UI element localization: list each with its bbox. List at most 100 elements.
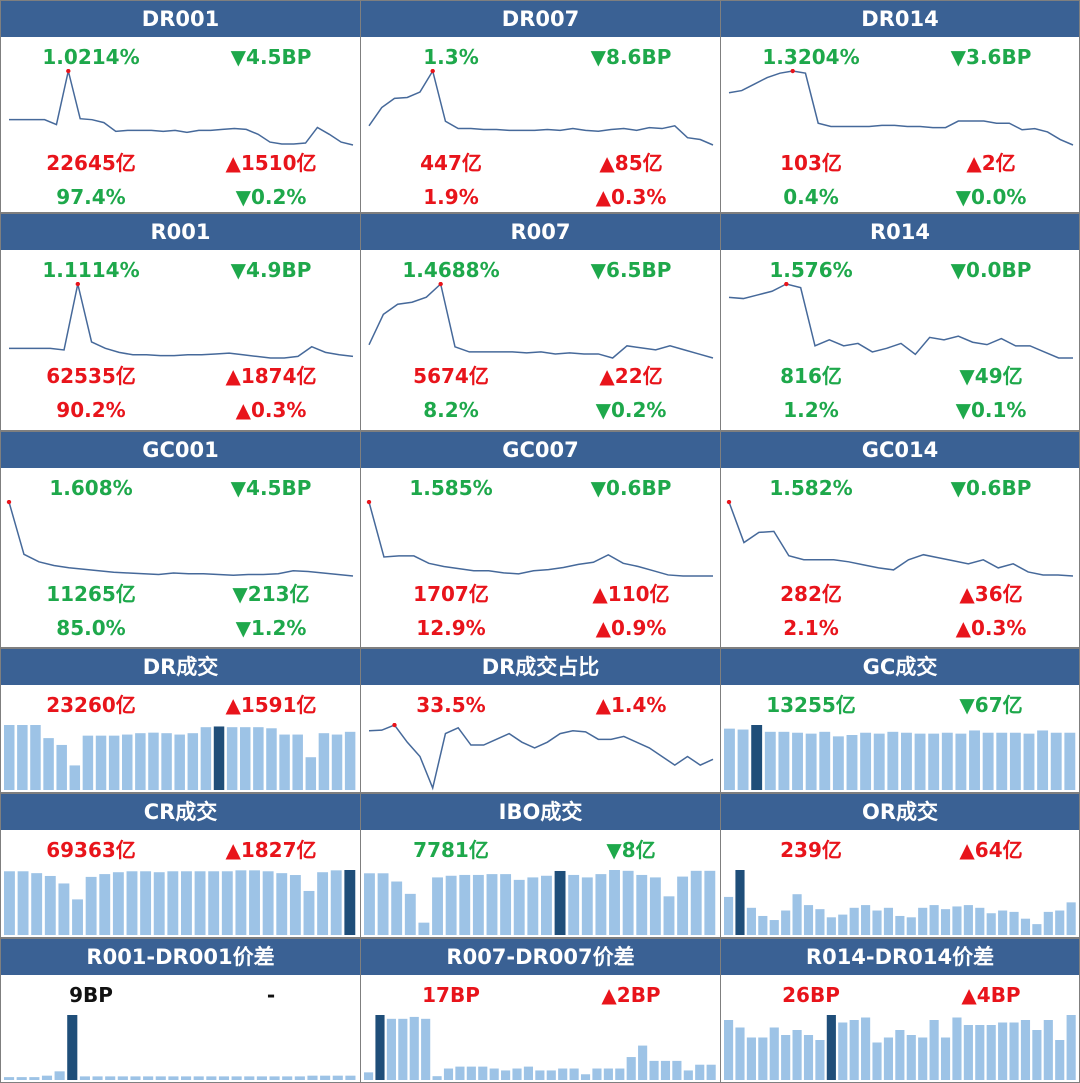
bar xyxy=(592,1068,602,1080)
stat-text: 1.3204% xyxy=(762,45,860,69)
bar xyxy=(305,757,317,790)
chart xyxy=(368,282,714,359)
stat-text: ▲85亿 xyxy=(599,151,663,175)
bar xyxy=(181,871,192,935)
stat-text: 69363亿 xyxy=(46,838,136,862)
bar xyxy=(792,732,803,790)
bar xyxy=(43,738,54,790)
chart xyxy=(368,723,714,791)
bar xyxy=(704,870,716,935)
bar xyxy=(318,733,330,790)
sparkline xyxy=(368,501,713,577)
stat-text: ▼4.5BP xyxy=(230,45,312,69)
bar xyxy=(1055,1040,1065,1080)
bar xyxy=(929,905,939,935)
stat-text: 1.9% xyxy=(423,185,479,209)
chart xyxy=(728,69,1074,146)
bar xyxy=(735,1027,745,1080)
stat-text: ▲1591亿 xyxy=(225,693,317,717)
bar xyxy=(135,733,146,790)
bar xyxy=(58,883,70,935)
bar xyxy=(4,1077,15,1080)
bar xyxy=(187,733,199,790)
bar xyxy=(17,871,29,935)
chart xyxy=(368,69,714,146)
stat-text: 11265亿 xyxy=(46,582,136,606)
panel-title: R007 xyxy=(361,214,720,250)
bar xyxy=(140,871,152,935)
bar xyxy=(781,910,791,935)
bar xyxy=(122,734,133,790)
bar xyxy=(906,1035,916,1080)
bar xyxy=(54,1071,65,1080)
bar xyxy=(282,1076,293,1080)
stat-text: 816亿 xyxy=(780,364,842,388)
bar xyxy=(872,910,882,935)
stat-text: 447亿 xyxy=(420,151,482,175)
bar xyxy=(805,733,817,790)
bar xyxy=(746,1037,756,1080)
stat-text: ▼4.5BP xyxy=(230,476,312,500)
bar xyxy=(432,877,443,935)
bar xyxy=(940,909,951,935)
bar xyxy=(941,732,953,790)
bar xyxy=(918,907,928,935)
stat-text: ▲110亿 xyxy=(592,582,670,606)
bar xyxy=(849,907,859,935)
bar xyxy=(240,727,251,790)
bar xyxy=(262,871,274,935)
bar xyxy=(153,872,165,935)
bar xyxy=(148,732,159,790)
bar xyxy=(226,727,238,790)
stat-text: 22645亿 xyxy=(46,151,136,175)
bar xyxy=(737,729,749,790)
stat-text: 5674亿 xyxy=(413,364,489,388)
bar xyxy=(386,1018,396,1080)
bar xyxy=(803,905,814,935)
bar xyxy=(546,1070,556,1080)
bar xyxy=(79,1076,90,1080)
bar xyxy=(143,1076,154,1080)
bar xyxy=(500,874,512,935)
bar xyxy=(1009,911,1019,935)
bar xyxy=(486,874,498,935)
bar xyxy=(266,728,277,790)
bar xyxy=(1020,918,1031,935)
panel-title: DR007 xyxy=(361,1,720,37)
stat-text: ▼8.6BP xyxy=(590,45,672,69)
bar xyxy=(331,734,343,790)
panel: R007-DR007价差 17BP ▲2BP xyxy=(360,938,721,1083)
bar xyxy=(527,877,539,935)
stat-text: ▲22亿 xyxy=(599,364,663,388)
bar xyxy=(1009,1022,1019,1080)
bar xyxy=(455,1066,465,1080)
stat-text: 1.576% xyxy=(769,258,853,282)
stat-text: ▲2BP xyxy=(601,983,661,1007)
highlight-dot xyxy=(6,500,12,505)
panel-title: GC014 xyxy=(721,432,1079,468)
panel-title: R014-DR014价差 xyxy=(721,939,1079,975)
bar xyxy=(17,725,28,790)
stat-text: ▼0.2% xyxy=(235,185,307,209)
bar xyxy=(1066,1015,1076,1080)
bar xyxy=(126,871,138,935)
bar xyxy=(459,874,471,935)
panel-title: DR成交占比 xyxy=(361,649,720,685)
bar xyxy=(523,1066,534,1080)
bar xyxy=(398,1018,408,1080)
bar xyxy=(181,1076,192,1080)
panel-title: R007-DR007价差 xyxy=(361,939,720,975)
bar xyxy=(963,1025,973,1080)
bar xyxy=(883,1037,894,1080)
stat-text: 239亿 xyxy=(780,838,842,862)
panel: R014 1.576% ▼0.0BP 816亿 ▼49亿 1.2% ▼0.1% xyxy=(720,213,1080,431)
bar xyxy=(998,910,1008,935)
highlight-dot xyxy=(75,282,80,287)
bar xyxy=(746,907,756,935)
bar xyxy=(918,1037,928,1080)
stat-text: ▲1874亿 xyxy=(225,364,317,388)
stat-text: 1.608% xyxy=(49,476,133,500)
bar xyxy=(4,871,15,935)
bar xyxy=(906,917,916,935)
bar xyxy=(860,732,872,790)
